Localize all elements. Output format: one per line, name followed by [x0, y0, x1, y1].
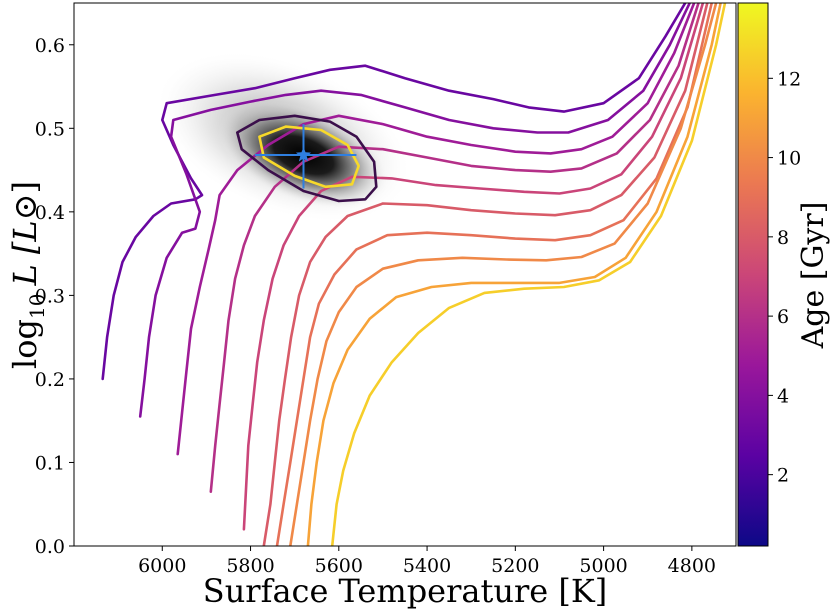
isochrone-line — [289, 3, 718, 546]
x-tick-label: 6000 — [138, 555, 186, 577]
isochrone-line — [275, 3, 713, 546]
colorbar-tick-label: 6 — [777, 306, 789, 328]
y-axis-label: log10L [L⊙] — [6, 181, 49, 369]
x-axis-ticks: 6000 5800 5600 5400 5200 5000 4800 — [138, 546, 716, 577]
svg-text:log10L [L⊙]: log10L [L⊙] — [6, 181, 49, 369]
colorbar-tick-label: 2 — [777, 465, 789, 487]
posterior-overlay — [236, 114, 378, 203]
colorbar-ticks: 2 4 6 8 10 12 — [768, 68, 801, 487]
isochrone-line — [209, 3, 700, 493]
isochrone-line — [330, 3, 727, 546]
x-tick-label: 5000 — [579, 555, 627, 577]
x-tick-label: 5800 — [226, 555, 274, 577]
isochrone-line — [306, 3, 722, 546]
colorbar-tick-label: 10 — [777, 148, 801, 170]
plot-frame — [73, 2, 737, 547]
x-tick-label: 5200 — [491, 555, 539, 577]
plot-area — [101, 3, 727, 546]
x-tick-label: 5600 — [315, 555, 363, 577]
isochrone-line — [242, 3, 705, 531]
x-tick-label: 5400 — [403, 555, 451, 577]
colorbar-tick-label: 12 — [777, 68, 801, 90]
colorbar-gradient — [737, 2, 769, 547]
x-axis-label: Surface Temperature [K] — [203, 572, 607, 610]
y-tick-label: 0.1 — [35, 452, 65, 474]
colorbar-tick-label: 8 — [777, 227, 789, 249]
y-tick-label: 0.4 — [35, 202, 65, 224]
y-tick-label: 0.0 — [35, 536, 65, 558]
y-axis-ticks: 0.0 0.1 0.2 0.3 0.4 0.5 0.6 — [35, 35, 74, 558]
isochrone-line — [262, 3, 709, 546]
star-marker — [295, 147, 312, 162]
y-tick-label: 0.5 — [35, 118, 65, 140]
isochrone-line — [138, 3, 691, 418]
isochrone-line — [101, 3, 687, 381]
colorbar: 2 4 6 8 10 12 Age [Gyr] — [737, 2, 831, 547]
colorbar-label: Age [Gyr] — [796, 202, 831, 350]
y-tick-label: 0.2 — [35, 369, 65, 391]
contour-outer — [236, 114, 378, 203]
y-tick-label: 0.6 — [35, 35, 65, 57]
colorbar-tick-label: 4 — [777, 385, 789, 407]
y-tick-label: 0.3 — [35, 285, 65, 307]
x-tick-label: 4800 — [668, 555, 716, 577]
isochrone-lines — [101, 3, 727, 546]
